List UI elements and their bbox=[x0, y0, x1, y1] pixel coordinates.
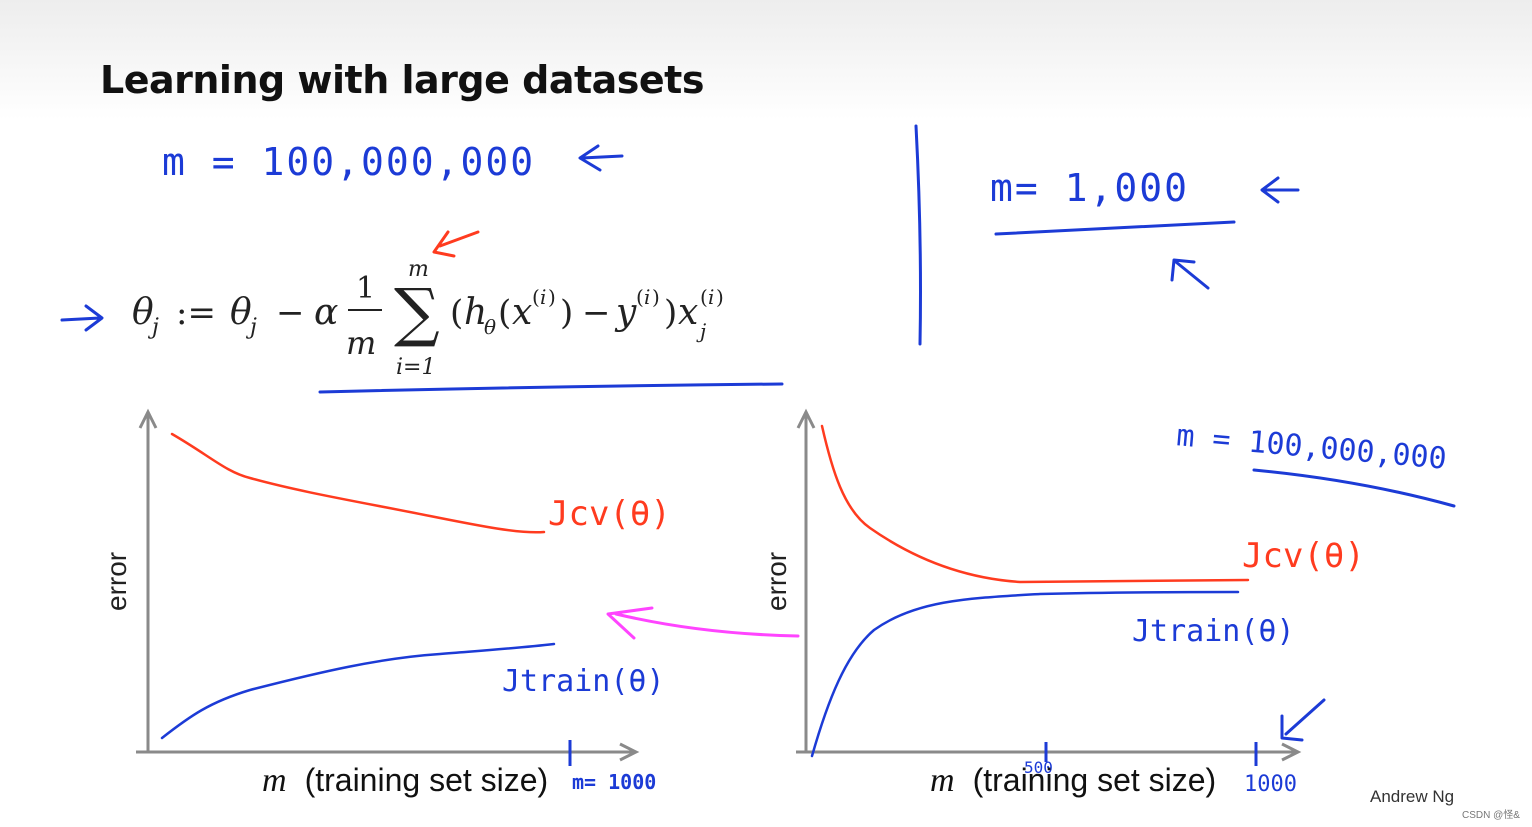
svg-text:θ: θ bbox=[230, 292, 252, 333]
svg-text:(: ( bbox=[532, 285, 540, 309]
left-x-var: m bbox=[262, 762, 287, 799]
svg-text:i=1: i=1 bbox=[396, 355, 435, 380]
right-chart-y-label: error bbox=[761, 551, 792, 611]
vertical-divider bbox=[914, 124, 922, 346]
svg-text:i: i bbox=[708, 285, 714, 309]
svg-text:(: ( bbox=[450, 293, 463, 333]
svg-text:): ) bbox=[664, 293, 677, 333]
slide-header-background bbox=[0, 0, 1532, 120]
svg-text:): ) bbox=[652, 285, 660, 309]
right-x-text: (training set size) bbox=[972, 762, 1217, 798]
arrow-left-top bbox=[578, 144, 624, 172]
left-train-curve bbox=[160, 642, 556, 740]
left-x-text: (training set size) bbox=[304, 762, 549, 798]
arrow-left-small-m bbox=[1260, 176, 1300, 204]
svg-text:i: i bbox=[540, 285, 546, 309]
left-chart-x-axis bbox=[136, 742, 640, 762]
svg-text:m: m bbox=[346, 324, 376, 362]
svg-text:α: α bbox=[314, 292, 338, 333]
svg-text:∑: ∑ bbox=[394, 276, 440, 350]
annotation-m-1000: m= 1000 bbox=[572, 770, 657, 794]
gradient-descent-formula: θ j := θ j − α 1 m m ∑ i=1 ( h θ ( x ( i… bbox=[132, 257, 792, 382]
svg-text:): ) bbox=[548, 285, 556, 309]
svg-text:x: x bbox=[678, 292, 698, 333]
formula-render: θ j := θ j − α 1 m m ∑ i=1 ( h θ ( x ( i… bbox=[132, 257, 724, 380]
svg-text::=: := bbox=[176, 293, 216, 333]
right-chart-y-axis bbox=[796, 408, 816, 752]
svg-text:(: ( bbox=[700, 285, 708, 309]
red-arrow-to-m bbox=[432, 230, 480, 258]
right-train-label: Jtrain(θ) bbox=[1132, 614, 1295, 649]
svg-text:1: 1 bbox=[356, 271, 375, 306]
svg-text:(: ( bbox=[636, 285, 644, 309]
arrow-down-left bbox=[1280, 698, 1326, 742]
svg-text:(: ( bbox=[498, 293, 511, 333]
svg-text:): ) bbox=[716, 285, 724, 309]
arrow-right-formula bbox=[60, 304, 104, 332]
svg-text:m: m bbox=[408, 262, 429, 282]
right-chart-x-label: m (training set size) bbox=[930, 762, 1216, 800]
annotation-m-large: m = 100,000,000 bbox=[162, 140, 536, 184]
svg-text:h: h bbox=[464, 292, 487, 333]
watermark: CSDN @怪& bbox=[1462, 810, 1520, 821]
right-cv-curve bbox=[820, 424, 1250, 584]
formula-underline bbox=[318, 382, 784, 394]
svg-text:−: − bbox=[276, 293, 305, 333]
arrow-up-left bbox=[1170, 258, 1210, 290]
right-train-curve bbox=[810, 590, 1240, 758]
left-chart-y-label: error bbox=[101, 551, 132, 611]
left-cv-label: Jcv(θ) bbox=[548, 494, 671, 534]
svg-text:i: i bbox=[644, 285, 650, 309]
svg-text:y: y bbox=[614, 292, 637, 333]
m-small-underline bbox=[994, 220, 1236, 236]
annotation-m-small: m= 1,000 bbox=[990, 166, 1190, 210]
svg-text:−: − bbox=[582, 293, 611, 333]
m-large-right-underline bbox=[1252, 468, 1456, 508]
svg-text:x: x bbox=[512, 292, 532, 333]
right-cv-label: Jcv(θ) bbox=[1242, 536, 1365, 576]
svg-text:j: j bbox=[696, 319, 706, 343]
pink-arrow bbox=[606, 606, 800, 640]
left-cv-curve bbox=[170, 432, 546, 534]
annotation-tick-500: 500 bbox=[1024, 758, 1053, 777]
svg-text:θ: θ bbox=[132, 292, 154, 333]
left-chart-y-axis bbox=[138, 408, 158, 752]
author-credit: Andrew Ng bbox=[1370, 787, 1455, 806]
left-chart-x-label: m (training set size) bbox=[262, 762, 548, 800]
left-train-label: Jtrain(θ) bbox=[502, 664, 665, 699]
right-x-var: m bbox=[930, 762, 955, 799]
svg-text:): ) bbox=[560, 293, 573, 333]
annotation-tick-1000: 1000 bbox=[1244, 772, 1297, 797]
slide-title: Learning with large datasets bbox=[100, 58, 704, 102]
svg-text:θ: θ bbox=[484, 315, 496, 339]
